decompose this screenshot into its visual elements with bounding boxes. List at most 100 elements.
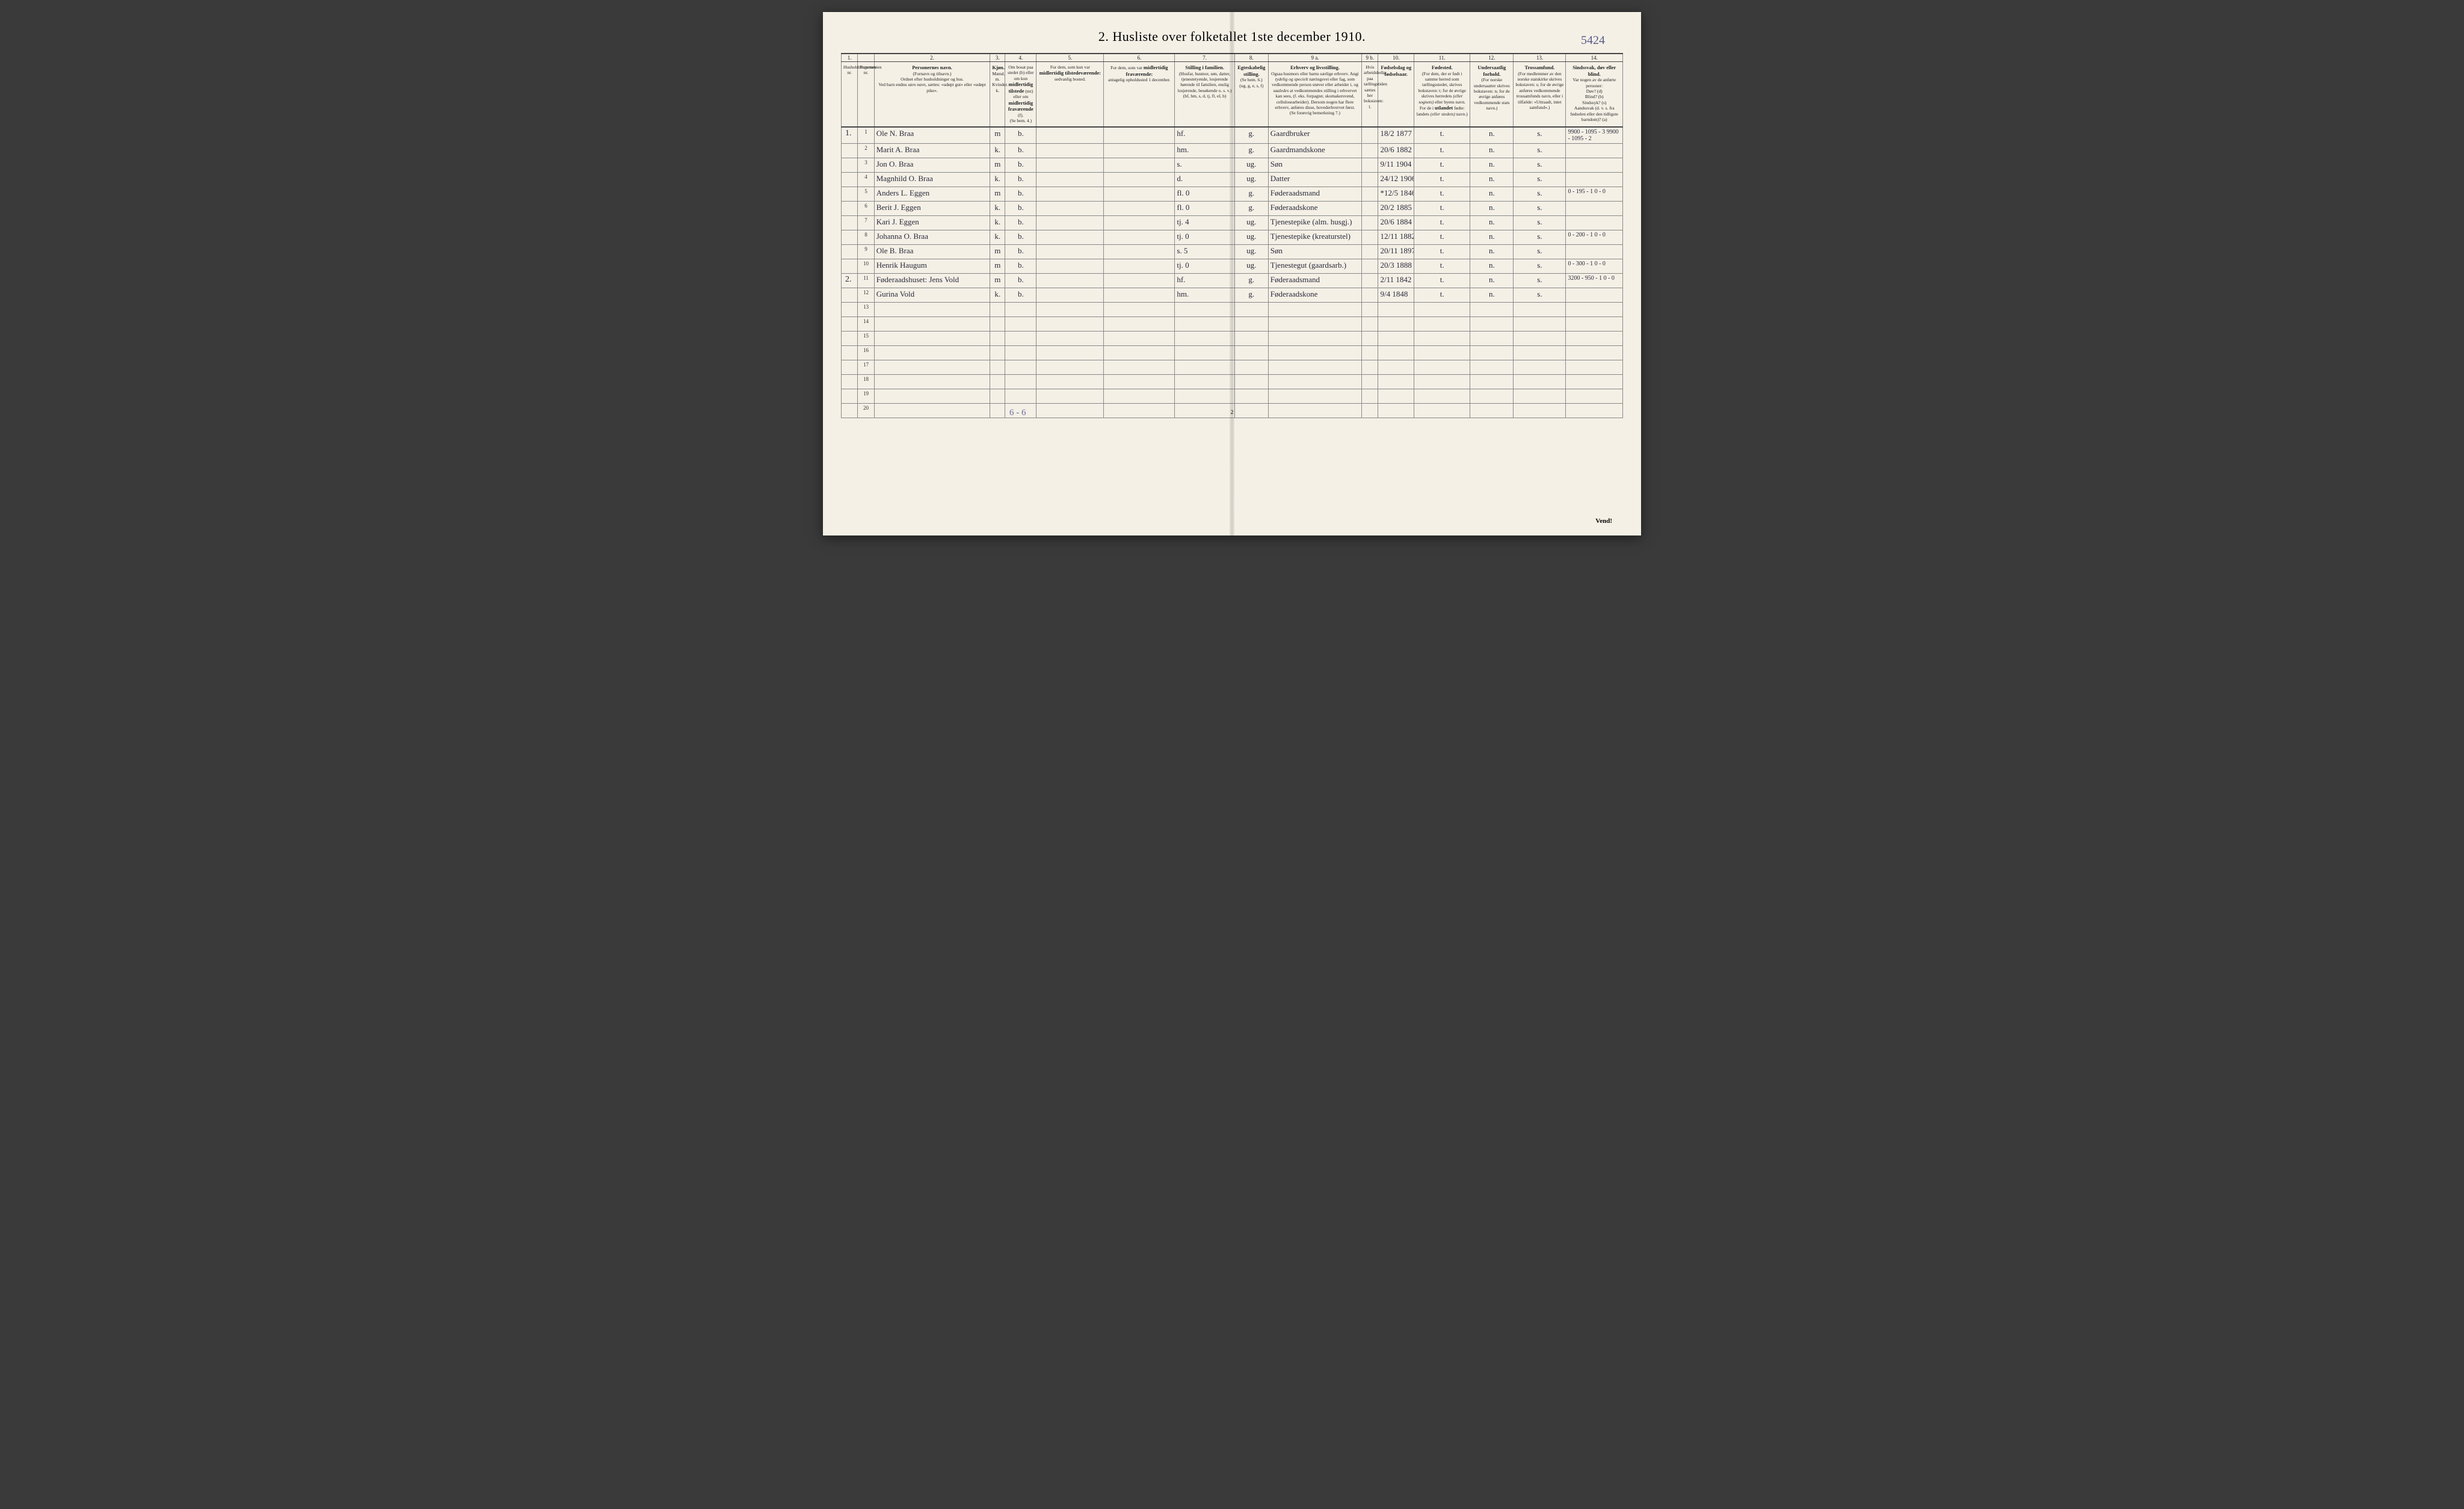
cell-dob	[1378, 302, 1414, 316]
cell-birthpl: t.	[1414, 143, 1470, 158]
cell-dob: 20/2 1885	[1378, 201, 1414, 215]
cell-c9b	[1362, 331, 1378, 345]
column-header: Personernes navn.(Fornavn og tilnavn.)Or…	[874, 62, 990, 127]
cell-dob: 20/6 1884	[1378, 215, 1414, 230]
column-header: Erhverv og livsstilling.Ogsaa husmors el…	[1268, 62, 1361, 127]
cell-hh	[842, 172, 858, 187]
cell-fam	[1175, 403, 1234, 418]
cell-dob	[1378, 345, 1414, 360]
cell-sex	[990, 403, 1005, 418]
cell-c6	[1104, 172, 1175, 187]
cell-sex: m	[990, 127, 1005, 144]
cell-res: b.	[1005, 201, 1036, 215]
column-header: Egteskabelig stilling.(Se bem. 6.)(ug, g…	[1234, 62, 1268, 127]
column-header: Personernes nr.	[858, 62, 874, 127]
cell-c5	[1036, 374, 1104, 389]
cell-mar	[1234, 331, 1268, 345]
cell-mar: ug.	[1234, 158, 1268, 172]
cell-name: Føderaadshuset: Jens Vold	[874, 273, 990, 288]
cell-res: b.	[1005, 288, 1036, 302]
cell-c5	[1036, 187, 1104, 201]
cell-rel: s.	[1514, 244, 1566, 259]
cell-n: 5	[858, 187, 874, 201]
column-header: Trossamfund.(For medlemmer av den norske…	[1514, 62, 1566, 127]
cell-occ: Føderaadskone	[1268, 201, 1361, 215]
cell-dob: 18/2 1877	[1378, 127, 1414, 144]
cell-hh	[842, 244, 858, 259]
cell-mar: ug.	[1234, 172, 1268, 187]
cell-c6	[1104, 259, 1175, 273]
cell-sex: k.	[990, 215, 1005, 230]
cell-fam: hm.	[1175, 143, 1234, 158]
cell-sex: m	[990, 158, 1005, 172]
cell-occ: Gaardbruker	[1268, 127, 1361, 144]
cell-birthpl: t.	[1414, 288, 1470, 302]
cell-c14: 0 - 200 - 1 0 - 0	[1566, 230, 1623, 244]
cell-c9b	[1362, 259, 1378, 273]
cell-hh	[842, 331, 858, 345]
cell-nat	[1470, 403, 1514, 418]
cell-dob: 20/11 1897	[1378, 244, 1414, 259]
cell-res: b.	[1005, 158, 1036, 172]
cell-c9b	[1362, 302, 1378, 316]
cell-occ	[1268, 316, 1361, 331]
cell-n: 8	[858, 230, 874, 244]
column-number: 12.	[1470, 54, 1514, 62]
cell-rel	[1514, 374, 1566, 389]
cell-mar: g.	[1234, 187, 1268, 201]
cell-hh	[842, 345, 858, 360]
cell-n: 19	[858, 389, 874, 403]
cell-nat	[1470, 374, 1514, 389]
cell-c5	[1036, 172, 1104, 187]
cell-sex: m	[990, 244, 1005, 259]
cell-rel: s.	[1514, 158, 1566, 172]
cell-mar: ug.	[1234, 215, 1268, 230]
cell-n: 1	[858, 127, 874, 144]
cell-birthpl: t.	[1414, 230, 1470, 244]
turn-page-note: Vend!	[1595, 517, 1612, 525]
cell-rel: s.	[1514, 172, 1566, 187]
cell-res	[1005, 316, 1036, 331]
cell-name	[874, 403, 990, 418]
cell-birthpl: t.	[1414, 127, 1470, 144]
cell-birthpl: t.	[1414, 259, 1470, 273]
cell-c14	[1566, 302, 1623, 316]
cell-c5	[1036, 127, 1104, 144]
cell-occ: Tjenestepike (alm. husgj.)	[1268, 215, 1361, 230]
cell-nat: n.	[1470, 127, 1514, 144]
cell-nat: n.	[1470, 143, 1514, 158]
column-number: 9 b.	[1362, 54, 1378, 62]
cell-c5	[1036, 288, 1104, 302]
cell-n: 6	[858, 201, 874, 215]
cell-c6	[1104, 302, 1175, 316]
column-number: 10.	[1378, 54, 1414, 62]
cell-c5	[1036, 403, 1104, 418]
cell-fam	[1175, 389, 1234, 403]
cell-c5	[1036, 215, 1104, 230]
cell-rel: s.	[1514, 259, 1566, 273]
cell-hh	[842, 201, 858, 215]
cell-sex	[990, 345, 1005, 360]
cell-rel	[1514, 389, 1566, 403]
cell-hh: 1.	[842, 127, 858, 144]
cell-dob: 20/3 1888	[1378, 259, 1414, 273]
cell-name	[874, 374, 990, 389]
cell-c6	[1104, 215, 1175, 230]
cell-mar: ug.	[1234, 244, 1268, 259]
cell-name	[874, 316, 990, 331]
cell-occ: Føderaadsmand	[1268, 273, 1361, 288]
cell-c9b	[1362, 172, 1378, 187]
cell-mar: g.	[1234, 273, 1268, 288]
cell-n: 15	[858, 331, 874, 345]
cell-mar	[1234, 316, 1268, 331]
cell-fam: tj. 0	[1175, 259, 1234, 273]
cell-c14: 0 - 300 - 1 0 - 0	[1566, 259, 1623, 273]
cell-c9b	[1362, 158, 1378, 172]
cell-nat	[1470, 345, 1514, 360]
cell-nat: n.	[1470, 273, 1514, 288]
cell-c6	[1104, 331, 1175, 345]
cell-sex: k.	[990, 172, 1005, 187]
cell-sex	[990, 389, 1005, 403]
cell-name: Ole B. Braa	[874, 244, 990, 259]
cell-sex: m	[990, 187, 1005, 201]
